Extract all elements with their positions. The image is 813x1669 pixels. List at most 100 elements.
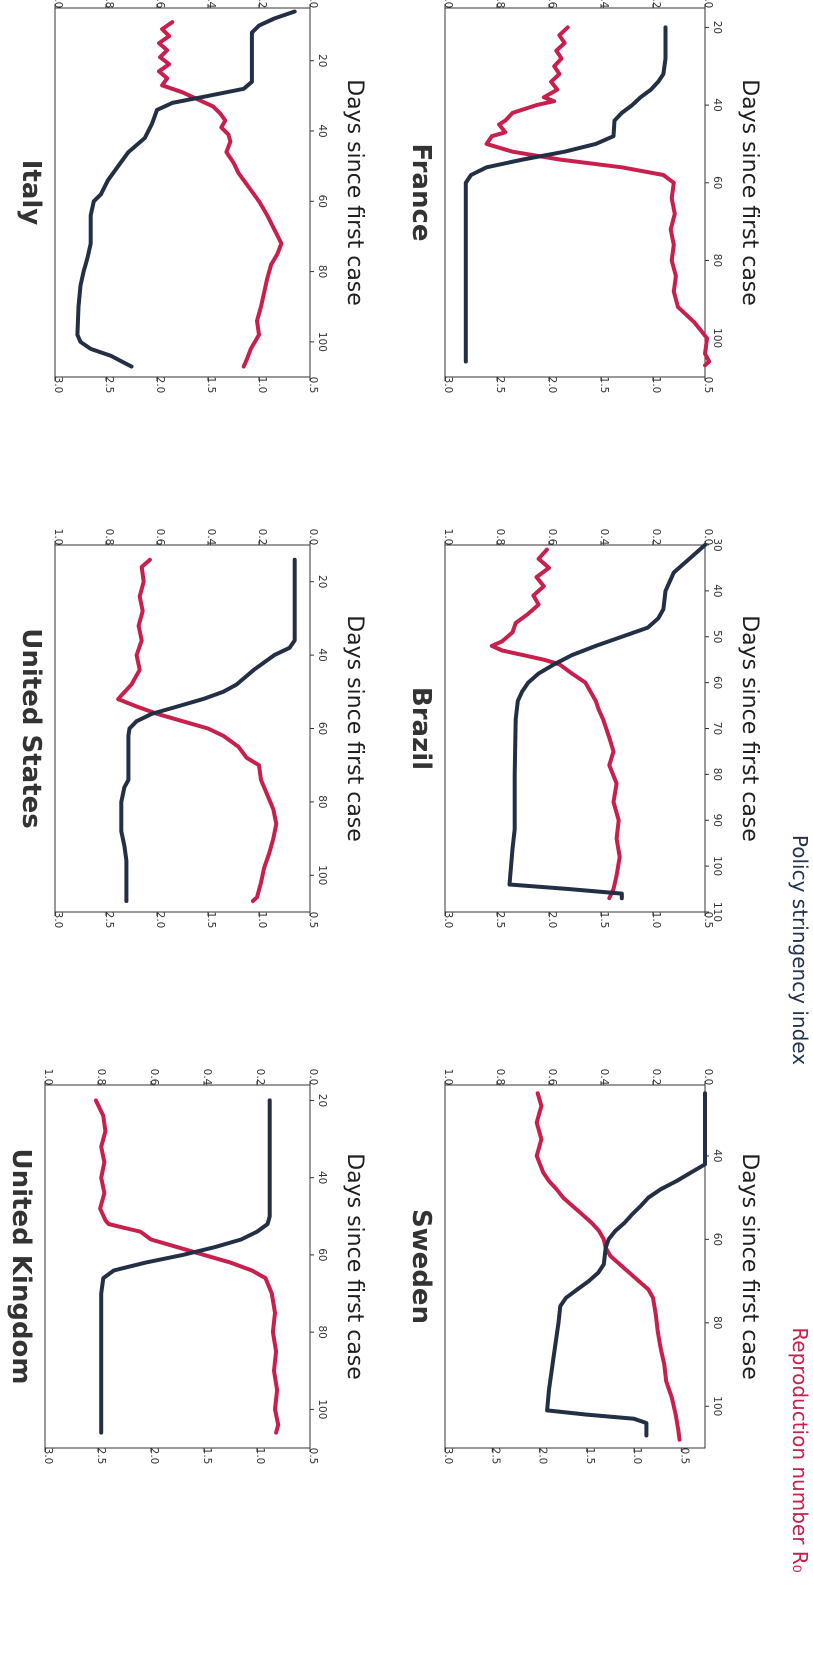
x-tick-label: 100 [711,328,723,348]
x-tick-label: 60 [316,195,328,208]
r0-series-line [116,557,279,903]
x-tick-label: 100 [316,332,328,352]
y2-tick-label: 0.0 [702,1069,714,1086]
y-tick-label: 0.5 [702,912,714,929]
y2-tick-label: 0.6 [154,529,166,546]
y-tick-label: 2.0 [148,1448,160,1465]
y2-tick-label: 0.8 [95,1069,107,1086]
x-tick-label: 60 [316,1248,328,1261]
plot-frame [54,7,311,378]
y-tick-label: 1.5 [584,1448,596,1465]
y2-tick-label: 0.8 [494,1069,506,1086]
x-tick-label: 70 [711,722,723,735]
y-tick-label: 3.0 [42,1448,54,1465]
stringency-series-line [75,9,297,369]
y-tick-label: 1.5 [598,377,610,394]
y2-tick-label: 0.6 [546,1069,558,1086]
panel-sweden: 40 60 80 100 0.5 1.0 1.5 2.0 2.5 3.0 0.0 0.2 0.4 0.6 0… [406,1069,762,1465]
panel-title: United Kingdom [6,1148,36,1384]
x-axis-label: Days since first case [342,1153,367,1380]
x-axis-label: Days since first case [737,615,762,842]
y2-tick-label: 0.0 [702,529,714,546]
y2-tick-label: 0.4 [598,1069,610,1086]
y-tick-label: 2.5 [494,377,506,394]
y2-tick-label: 0.2 [256,0,268,8]
x-tick-label: 80 [711,1316,723,1329]
y2-tick-label: 0.8 [103,0,115,8]
y-tick-label: 3.0 [442,912,454,929]
x-tick-label: 100 [316,1399,328,1419]
y-tick-label: 3.0 [442,1448,454,1465]
y-tick-label: 1.0 [254,1448,266,1465]
x-tick-label: 80 [711,768,723,781]
y2-tick-label: 0.8 [494,529,506,546]
y-tick-label: 2.0 [154,377,166,394]
x-tick-label: 40 [316,648,328,661]
stringency-series-line [507,543,707,901]
y2-tick-label: 0.4 [205,0,217,9]
y-tick-label: 1.0 [256,377,268,394]
y-tick-label: 0.5 [702,377,714,394]
y2-tick-label: 1.0 [442,1069,454,1086]
x-tick-label: 40 [316,124,328,137]
panel-title: Brazil [406,687,436,770]
panel-france: 20 40 60 80 100 0.5 1.0 1.5 2.0 2.5 3.0 0.0 0.2 0.4 0.… [406,0,762,393]
x-tick-label: 40 [316,1171,328,1184]
y-tick-label: 1.0 [650,377,662,394]
plot-frame [444,7,706,378]
y2-tick-label: 1.0 [442,0,454,8]
x-tick-label: 20 [316,575,328,588]
y2-tick-label: 1.0 [442,529,454,546]
y-tick-label: 0.5 [678,1448,690,1465]
plot-frame [54,544,311,913]
y2-tick-label: 1.0 [52,529,64,546]
y-tick-label: 2.5 [494,912,506,929]
x-tick-label: 100 [711,1396,723,1416]
x-tick-label: 40 [711,1149,723,1162]
x-tick-label: 100 [316,865,328,885]
x-tick-label: 90 [711,814,723,827]
r0-series-line [534,1091,682,1442]
y2-tick-label: 0.6 [148,1069,160,1086]
y-tick-label: 1.0 [631,1448,643,1465]
x-tick-label: 60 [711,676,723,689]
x-tick-label: 60 [711,1233,723,1246]
y2-tick-label: 0.4 [201,1069,213,1086]
y2-tick-label: 1.0 [42,1069,54,1086]
plot-frame [444,1084,706,1449]
x-tick-label: 80 [316,1325,328,1338]
x-tick-label: 30 [711,538,723,551]
stringency-series-line [99,1098,272,1435]
y-tick-label: 1.5 [201,1448,213,1465]
panel-title: Sweden [406,1209,436,1324]
y2-tick-label: 1.0 [52,0,64,8]
x-tick-label: 60 [316,722,328,735]
r0-series-line [157,20,284,369]
y2-tick-label: 0.4 [205,529,217,546]
y-tick-label: 2.5 [103,912,115,929]
x-tick-label: 80 [316,265,328,278]
y2-tick-label: 0.0 [307,0,319,8]
x-tick-label: 20 [316,54,328,67]
y2-tick-label: 0.2 [650,1069,662,1086]
left-axis-label: Reproduction number R₀ [788,1327,812,1572]
y-tick-label: 1.5 [598,912,610,929]
x-tick-label: 80 [316,795,328,808]
y-tick-label: 0.5 [307,1448,319,1465]
x-axis-label: Days since first case [737,79,762,306]
y-tick-label: 0.5 [307,377,319,394]
y2-tick-label: 0.0 [307,1069,319,1086]
x-tick-label: 50 [711,630,723,643]
y2-tick-label: 0.2 [650,529,662,546]
y2-tick-label: 0.0 [307,529,319,546]
y2-tick-label: 0.2 [254,1069,266,1086]
y-tick-label: 2.5 [95,1448,107,1465]
plot-frame [44,1084,311,1449]
y-tick-label: 3.0 [442,377,454,394]
y-tick-label: 2.0 [154,912,166,929]
y-tick-label: 2.5 [489,1448,501,1465]
y-tick-label: 1.0 [650,912,662,929]
r0-series-line [489,547,622,901]
y2-tick-label: 0.8 [103,529,115,546]
right-axis-label: Policy stringency index [788,835,812,1065]
